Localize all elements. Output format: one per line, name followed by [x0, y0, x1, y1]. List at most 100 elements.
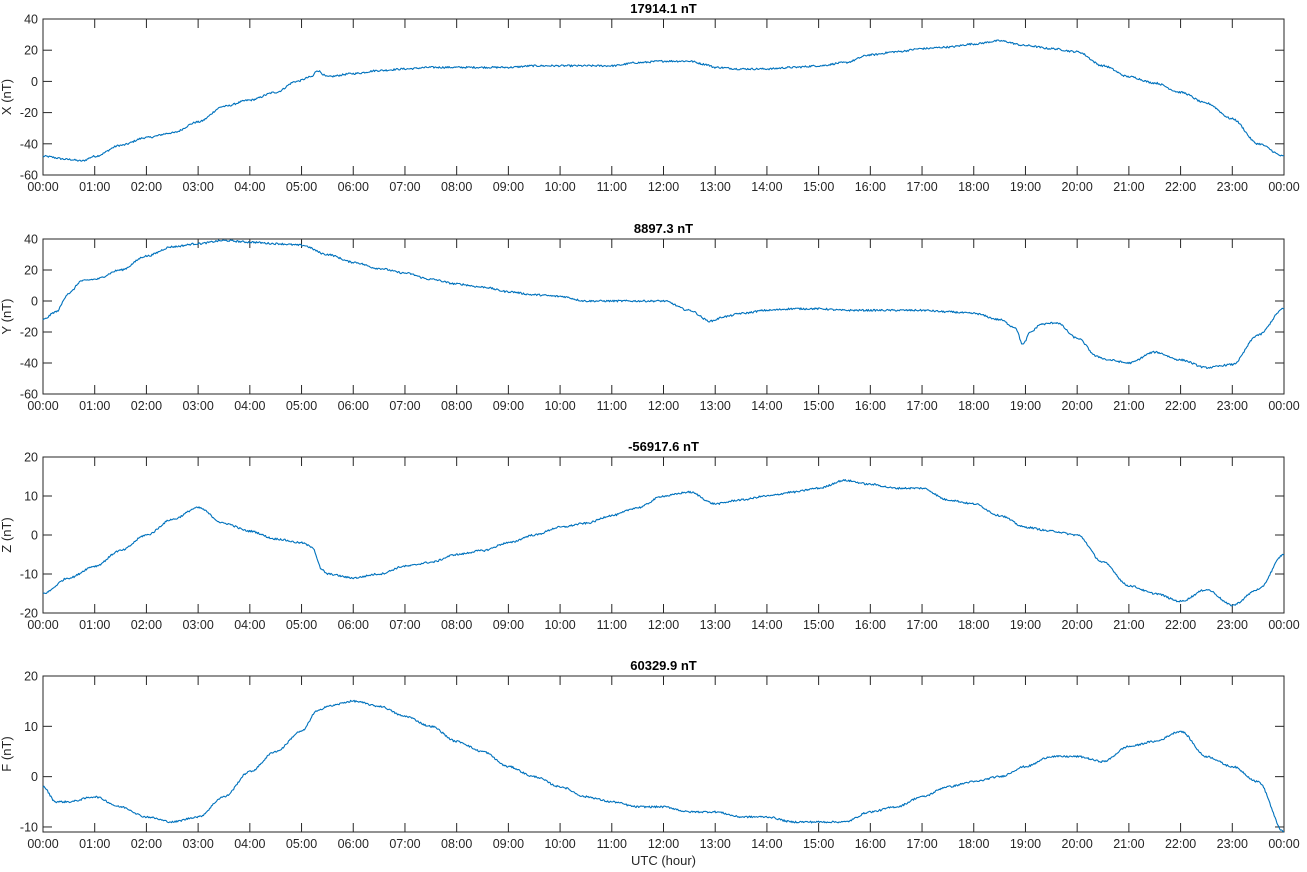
x-tick-label: 05:00	[286, 399, 317, 413]
x-tick-label: 19:00	[1010, 180, 1041, 194]
x-tick-label: 11:00	[597, 399, 627, 413]
x-tick-label: 09:00	[493, 618, 524, 632]
y-tick-label: -60	[20, 169, 38, 183]
x-tick-label: 06:00	[338, 618, 369, 632]
x-tick-label: 22:00	[1165, 618, 1196, 632]
data-series-line	[42, 239, 1285, 370]
x-tick-label: 10:00	[544, 837, 575, 851]
x-tick-label: 16:00	[855, 180, 886, 194]
x-tick-label: 13:00	[700, 618, 731, 632]
x-tick-label: 00:00	[27, 837, 58, 851]
x-tick-label: 00:00	[27, 180, 58, 194]
x-tick-label: 15:00	[803, 618, 834, 632]
y-tick-label: 20	[24, 264, 38, 278]
y-tick-label: 20	[24, 44, 38, 58]
x-tick-label: 00:00	[27, 618, 58, 632]
x-tick-label: 09:00	[493, 837, 524, 851]
x-tick-label: 21:00	[1113, 837, 1144, 851]
x-axis-label: UTC (hour)	[631, 853, 696, 868]
data-series-line	[42, 479, 1285, 607]
x-tick-label: 15:00	[803, 399, 834, 413]
x-tick-label: 06:00	[338, 837, 369, 851]
x-tick-label: 17:00	[906, 399, 937, 413]
x-tick-label: 23:00	[1217, 618, 1248, 632]
x-tick-label: 17:00	[906, 180, 937, 194]
x-tick-label: 18:00	[958, 399, 989, 413]
x-tick-label: 11:00	[597, 837, 627, 851]
x-tick-label: 20:00	[1062, 837, 1093, 851]
y-tick-label: -40	[20, 357, 38, 371]
x-tick-label: 03:00	[182, 180, 213, 194]
x-tick-label: 01:00	[79, 180, 110, 194]
x-tick-label: 22:00	[1165, 837, 1196, 851]
y-tick-label: -20	[20, 607, 38, 621]
x-tick-label: 05:00	[286, 180, 317, 194]
x-tick-label: 00:00	[1268, 618, 1299, 632]
x-tick-label: 03:00	[182, 837, 213, 851]
x-tick-label: 14:00	[751, 618, 782, 632]
y-tick-label: 10	[24, 490, 38, 504]
x-tick-label: 14:00	[751, 837, 782, 851]
x-tick-label: 00:00	[27, 399, 58, 413]
x-tick-label: 00:00	[1268, 180, 1299, 194]
panel-title: -56917.6 nT	[628, 439, 699, 454]
y-tick-label: 0	[31, 295, 38, 309]
chart-panel-1: 00:00 01:00 02:00 03:00 04:00 05:00 06:00 07:00…	[0, 1, 1300, 194]
x-tick-label: 15:00	[803, 837, 834, 851]
x-tick-label: 06:00	[338, 399, 369, 413]
x-tick-label: 11:00	[597, 618, 627, 632]
x-tick-label: 22:00	[1165, 180, 1196, 194]
x-tick-label: 01:00	[79, 837, 110, 851]
x-tick-label: 07:00	[389, 180, 420, 194]
x-tick-label: 12:00	[648, 399, 679, 413]
y-tick-label: -10	[20, 820, 38, 834]
chart-panel-3: 00:00 01:00 02:00 03:00 04:00 05:00 06:00 07:00…	[0, 439, 1300, 632]
x-tick-label: 05:00	[286, 618, 317, 632]
y-tick-label: 40	[24, 13, 38, 27]
y-axis-label: Y (nT)	[0, 299, 14, 335]
x-tick-label: 20:00	[1062, 399, 1093, 413]
x-tick-label: 13:00	[700, 837, 731, 851]
y-tick-label: 0	[31, 529, 38, 543]
x-tick-label: 05:00	[286, 837, 317, 851]
x-tick-label: 23:00	[1217, 837, 1248, 851]
y-tick-label: 10	[24, 720, 38, 734]
x-tick-label: 07:00	[389, 399, 420, 413]
x-tick-label: 02:00	[131, 618, 162, 632]
x-tick-label: 23:00	[1217, 399, 1248, 413]
x-tick-label: 09:00	[493, 180, 524, 194]
x-tick-label: 08:00	[441, 180, 472, 194]
y-tick-label: 0	[31, 75, 38, 89]
x-tick-label: 10:00	[544, 180, 575, 194]
x-tick-label: 03:00	[182, 618, 213, 632]
y-tick-label: -40	[20, 137, 38, 151]
x-tick-label: 18:00	[958, 618, 989, 632]
y-tick-label: -20	[20, 106, 38, 120]
y-tick-label: -60	[20, 388, 38, 402]
x-tick-label: 12:00	[648, 180, 679, 194]
x-tick-label: 09:00	[493, 399, 524, 413]
x-tick-label: 02:00	[131, 399, 162, 413]
x-tick-label: 20:00	[1062, 618, 1093, 632]
x-tick-label: 04:00	[234, 180, 265, 194]
x-tick-label: 14:00	[751, 399, 782, 413]
x-tick-label: 06:00	[338, 180, 369, 194]
y-tick-label: -10	[20, 568, 38, 582]
x-tick-label: 01:00	[79, 618, 110, 632]
x-tick-label: 00:00	[1268, 399, 1299, 413]
x-tick-label: 08:00	[441, 837, 472, 851]
x-tick-label: 02:00	[131, 180, 162, 194]
x-tick-label: 19:00	[1010, 399, 1041, 413]
x-tick-label: 19:00	[1010, 618, 1041, 632]
x-tick-label: 04:00	[234, 837, 265, 851]
x-tick-label: 08:00	[441, 618, 472, 632]
x-tick-label: 07:00	[389, 837, 420, 851]
x-tick-label: 18:00	[958, 837, 989, 851]
x-tick-label: 10:00	[544, 399, 575, 413]
x-tick-label: 21:00	[1113, 180, 1144, 194]
x-tick-label: 14:00	[751, 180, 782, 194]
x-tick-label: 13:00	[700, 180, 731, 194]
data-series-line	[42, 39, 1285, 162]
